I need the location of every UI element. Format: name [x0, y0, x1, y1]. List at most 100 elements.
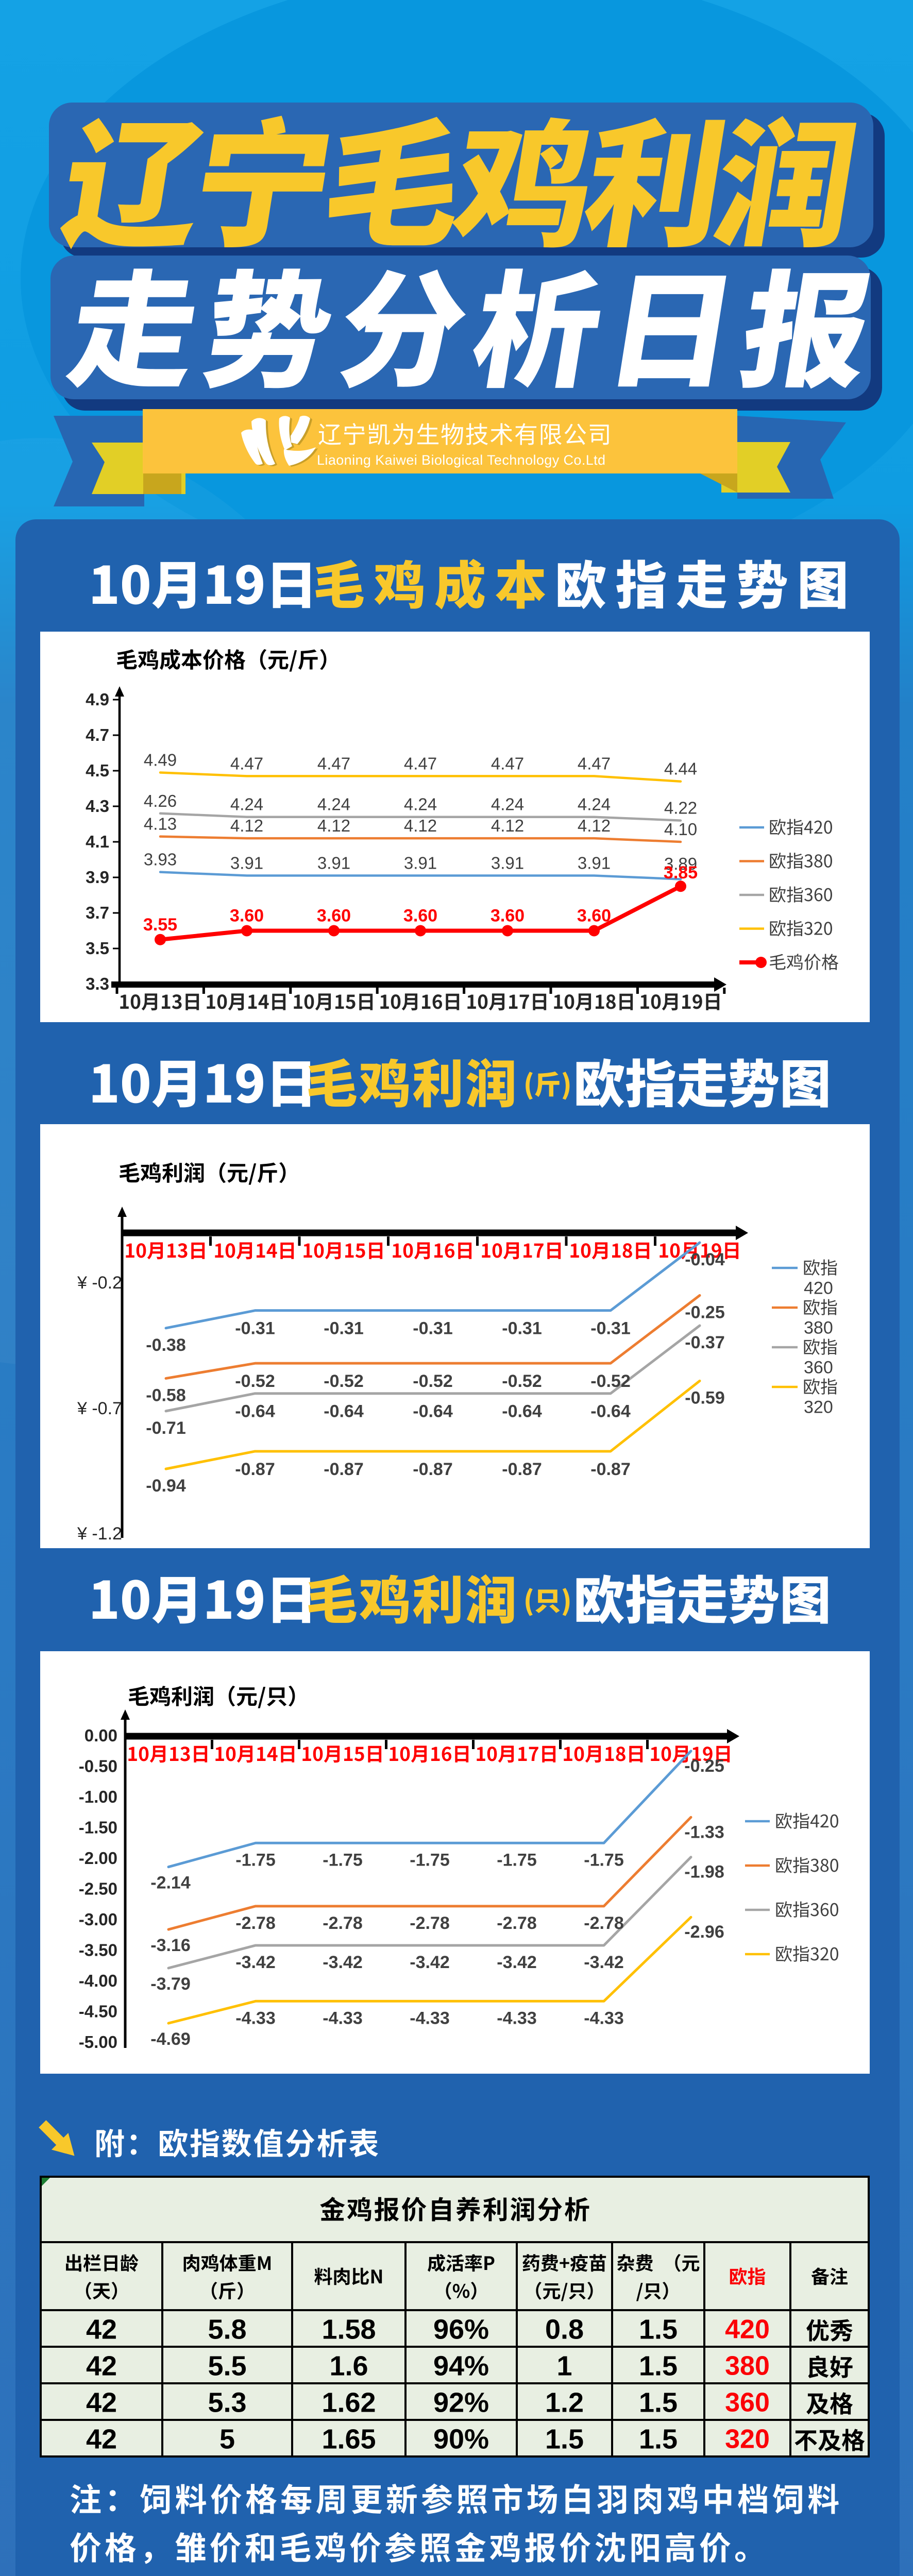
- svg-text:42: 42: [86, 2314, 117, 2345]
- svg-text:-0.87: -0.87: [590, 1460, 631, 1479]
- svg-text:-0.31: -0.31: [324, 1319, 364, 1338]
- svg-text:1.2: 1.2: [545, 2387, 584, 2418]
- svg-text:-2.14: -2.14: [150, 1873, 191, 1893]
- svg-text:5.3: 5.3: [208, 2387, 246, 2418]
- svg-text:-0.38: -0.38: [146, 1335, 186, 1355]
- svg-text:90%: 90%: [433, 2424, 489, 2455]
- svg-text:3.60: 3.60: [577, 906, 611, 926]
- svg-text:4.47: 4.47: [404, 754, 437, 773]
- svg-text:4.13: 4.13: [144, 815, 177, 834]
- svg-text:4.1: 4.1: [86, 832, 109, 851]
- svg-text:94%: 94%: [433, 2351, 489, 2382]
- svg-text:1.5: 1.5: [639, 2314, 678, 2345]
- svg-text:4.47: 4.47: [491, 754, 524, 773]
- svg-text:-4.33: -4.33: [410, 2008, 450, 2028]
- svg-text:3.60: 3.60: [491, 906, 525, 926]
- svg-text:3.91: 3.91: [404, 854, 437, 873]
- svg-text:3.60: 3.60: [317, 906, 351, 926]
- svg-text:-0.71: -0.71: [146, 1418, 186, 1438]
- svg-text:¥ -1.2: ¥ -1.2: [77, 1524, 122, 1544]
- svg-text:3.93: 3.93: [144, 850, 177, 869]
- svg-text:0.00: 0.00: [84, 1726, 117, 1745]
- svg-text:-3.50: -3.50: [79, 1941, 117, 1960]
- svg-text:4.24: 4.24: [230, 795, 263, 814]
- svg-text:320: 320: [725, 2425, 770, 2454]
- svg-text:5.5: 5.5: [208, 2351, 246, 2382]
- svg-text:-3.42: -3.42: [235, 1953, 276, 1972]
- svg-text:4.26: 4.26: [144, 791, 177, 810]
- svg-text:-0.31: -0.31: [235, 1319, 275, 1338]
- svg-text:-0.52: -0.52: [502, 1371, 542, 1391]
- svg-text:320: 320: [804, 1398, 833, 1417]
- svg-text:-4.33: -4.33: [235, 2008, 276, 2028]
- svg-text:-2.78: -2.78: [584, 1913, 624, 1933]
- svg-text:420: 420: [725, 2315, 770, 2345]
- svg-text:4.12: 4.12: [230, 816, 263, 835]
- svg-text:-5.00: -5.00: [79, 2032, 117, 2052]
- svg-text:4.49: 4.49: [144, 750, 177, 769]
- svg-text:-4.33: -4.33: [497, 2008, 537, 2028]
- svg-text:1.5: 1.5: [545, 2424, 584, 2455]
- svg-text:1.5: 1.5: [639, 2351, 678, 2382]
- svg-text:-3.00: -3.00: [79, 1910, 117, 1929]
- svg-text:4.12: 4.12: [578, 816, 611, 835]
- svg-text:4.24: 4.24: [578, 795, 611, 814]
- svg-text:-0.64: -0.64: [502, 1402, 542, 1421]
- svg-text:-0.64: -0.64: [590, 1402, 631, 1421]
- svg-text:3.91: 3.91: [230, 854, 263, 873]
- svg-text:¥ -0.2: ¥ -0.2: [77, 1273, 122, 1293]
- svg-text:-0.87: -0.87: [413, 1460, 453, 1479]
- svg-text:4.12: 4.12: [491, 816, 524, 835]
- svg-text:-1.75: -1.75: [410, 1850, 450, 1870]
- svg-text:4.22: 4.22: [664, 799, 697, 818]
- svg-text:-0.52: -0.52: [235, 1371, 275, 1391]
- svg-text:4.47: 4.47: [317, 754, 350, 773]
- svg-text:-1.75: -1.75: [235, 1850, 276, 1870]
- svg-text:-2.78: -2.78: [235, 1913, 276, 1933]
- svg-text:3.9: 3.9: [86, 868, 109, 887]
- svg-text:3.7: 3.7: [86, 903, 109, 922]
- svg-text:-0.31: -0.31: [502, 1319, 542, 1338]
- svg-text:3.55: 3.55: [143, 915, 177, 935]
- svg-text:1.6: 1.6: [329, 2351, 368, 2382]
- svg-text:3.5: 3.5: [86, 939, 109, 958]
- svg-text:42: 42: [86, 2424, 117, 2455]
- svg-text:4.24: 4.24: [404, 795, 437, 814]
- svg-text:-1.50: -1.50: [79, 1818, 117, 1837]
- svg-text:-4.33: -4.33: [584, 2008, 624, 2028]
- svg-text:-2.78: -2.78: [410, 1913, 450, 1933]
- svg-text:-0.64: -0.64: [324, 1402, 364, 1421]
- svg-text:-0.94: -0.94: [146, 1476, 186, 1496]
- svg-text:420: 420: [804, 1279, 833, 1298]
- svg-text:-0.25: -0.25: [684, 1756, 724, 1776]
- svg-text:4.12: 4.12: [404, 816, 437, 835]
- svg-text:1.62: 1.62: [322, 2387, 376, 2418]
- svg-text:4.3: 4.3: [86, 796, 109, 816]
- svg-text:¥ -0.7: ¥ -0.7: [77, 1399, 122, 1418]
- svg-text:380: 380: [725, 2351, 770, 2381]
- svg-text:3.89: 3.89: [664, 854, 697, 873]
- svg-text:-2.78: -2.78: [497, 1913, 537, 1933]
- svg-text:-1.75: -1.75: [584, 1850, 624, 1870]
- svg-text:-1.33: -1.33: [684, 1822, 724, 1842]
- svg-text:-1.98: -1.98: [684, 1862, 724, 1882]
- svg-text:42: 42: [86, 2351, 117, 2382]
- svg-text:1.65: 1.65: [322, 2424, 376, 2455]
- svg-text:1.5: 1.5: [639, 2387, 678, 2418]
- svg-text:4.10: 4.10: [664, 820, 697, 839]
- svg-text:-0.50: -0.50: [79, 1757, 117, 1776]
- svg-text:3.85: 3.85: [664, 863, 698, 883]
- svg-text:-0.87: -0.87: [235, 1460, 275, 1479]
- svg-text:4.9: 4.9: [86, 690, 109, 709]
- svg-text:96%: 96%: [433, 2314, 489, 2345]
- svg-text:-4.33: -4.33: [323, 2008, 363, 2028]
- svg-text:-0.31: -0.31: [590, 1319, 631, 1338]
- svg-text:-3.79: -3.79: [150, 1974, 191, 1994]
- svg-text:3.91: 3.91: [317, 854, 350, 873]
- svg-text:5.8: 5.8: [208, 2314, 246, 2345]
- svg-text:4.47: 4.47: [578, 754, 611, 773]
- svg-text:4.7: 4.7: [86, 725, 109, 744]
- svg-text:-4.00: -4.00: [79, 1971, 117, 1990]
- svg-text:-0.52: -0.52: [324, 1371, 364, 1391]
- svg-text:360: 360: [725, 2388, 770, 2418]
